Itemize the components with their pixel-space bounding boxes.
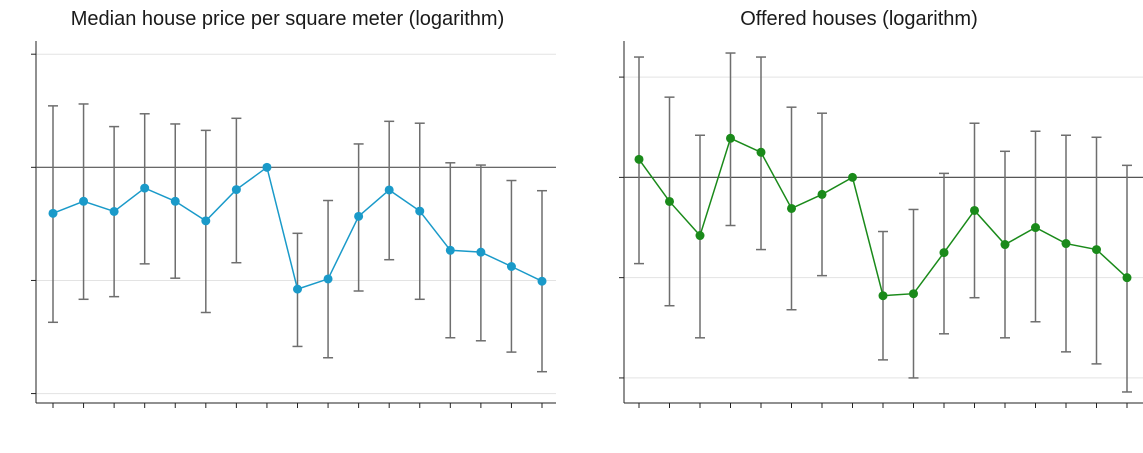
data-point [939, 248, 949, 258]
chart-panel-median-price: Median house price per square meter (log… [31, 8, 556, 408]
data-point [848, 172, 857, 182]
data-point [506, 261, 516, 271]
data-point [537, 276, 547, 286]
data-point [726, 133, 735, 143]
data-point [293, 284, 302, 294]
data-point [323, 274, 333, 284]
data-point [170, 196, 180, 206]
chart-title: Median house price per square meter (log… [70, 8, 505, 30]
data-point [48, 208, 58, 218]
chart-title: Offered houses (logarithm) [740, 8, 978, 30]
data-point [1122, 273, 1132, 283]
data-point [787, 203, 796, 213]
chart-panel-offered-houses: Offered houses (logarithm) [575, 0, 1143, 453]
data-point [1061, 239, 1071, 249]
data-point [665, 196, 674, 206]
data-point [79, 196, 89, 206]
data-point [909, 289, 918, 299]
data-point [262, 162, 272, 172]
data-point [817, 189, 827, 199]
data-point [695, 231, 705, 241]
data-point [109, 206, 119, 216]
data-point [756, 147, 766, 157]
data-point [354, 211, 364, 221]
chart-offered-houses [619, 41, 1143, 408]
data-point [384, 185, 394, 195]
data-point [878, 291, 888, 301]
data-point [476, 247, 486, 257]
data-point [415, 206, 425, 216]
data-point [231, 185, 241, 195]
data-point [634, 154, 644, 164]
data-point [140, 183, 150, 193]
data-point [970, 205, 979, 215]
data-point [1000, 240, 1010, 250]
data-point [201, 216, 211, 226]
chart-median-price [31, 41, 556, 408]
data-point [445, 245, 455, 255]
data-point [1092, 245, 1101, 255]
data-point [1031, 223, 1040, 233]
